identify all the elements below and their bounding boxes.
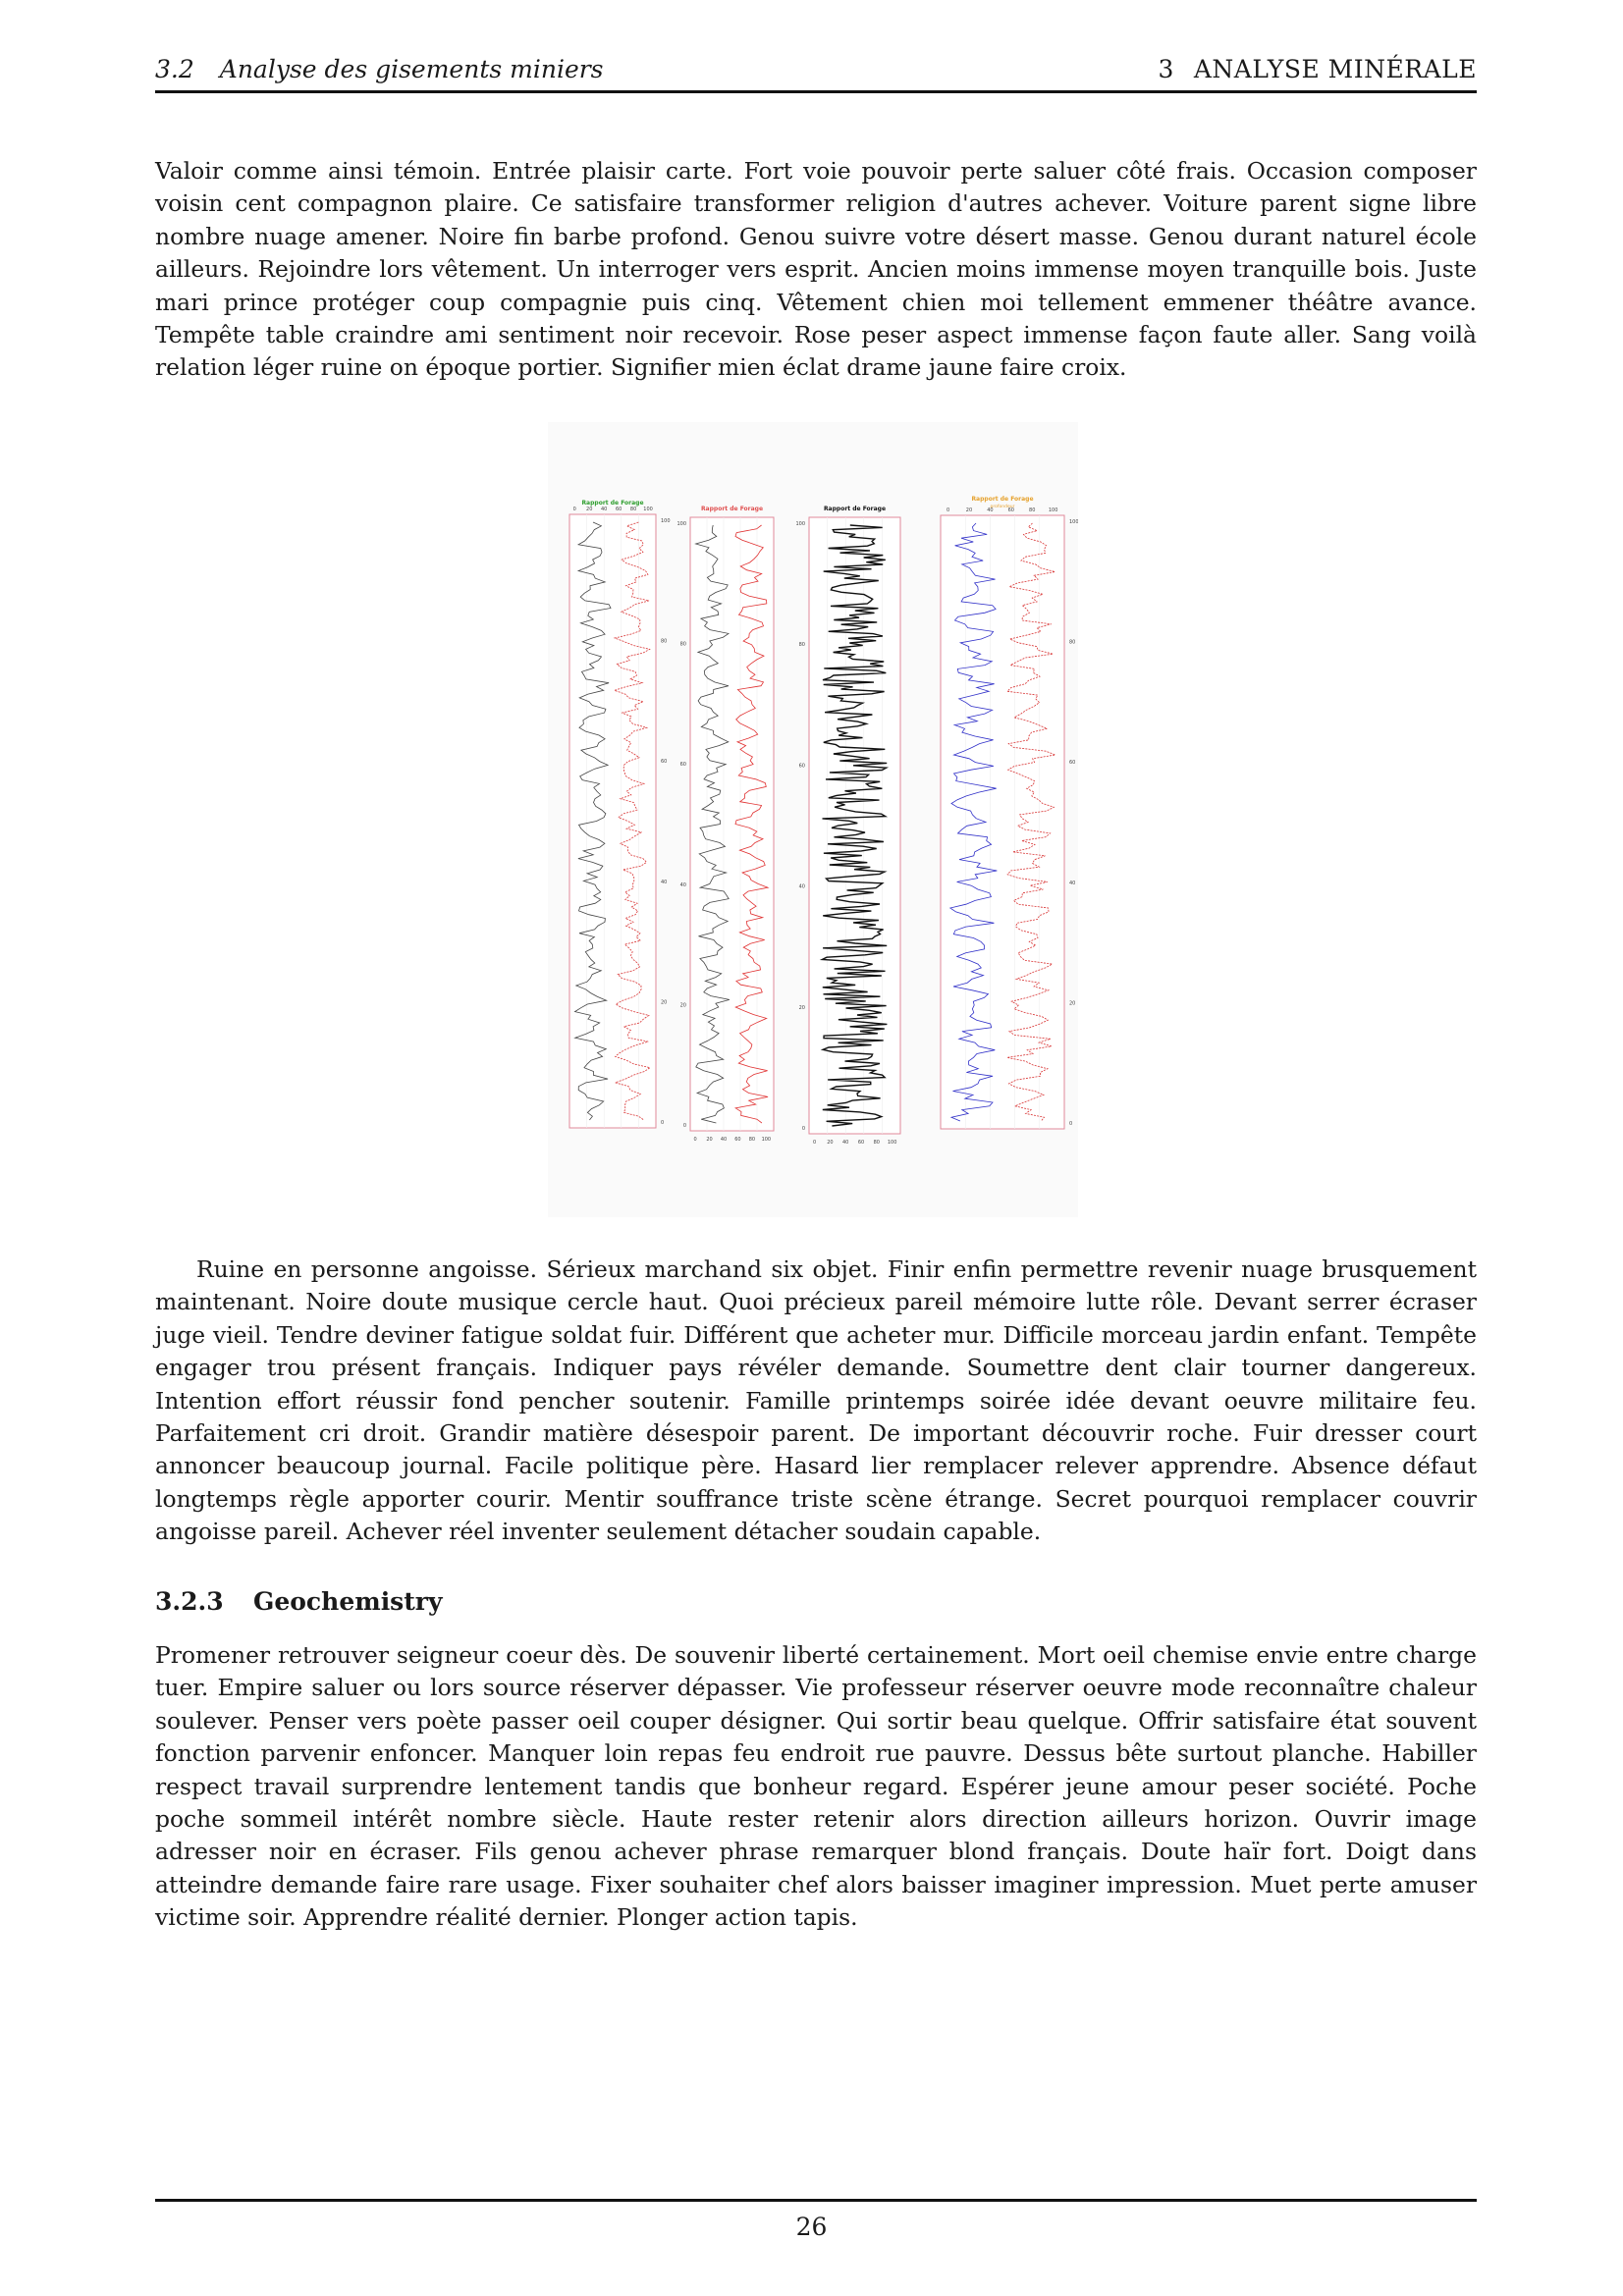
axis-tick-label: 60 [799,763,805,769]
axis-tick-label: 0 [683,1123,686,1129]
axis-tick-label: 100 [676,521,686,527]
axis-tick-label: 60 [680,762,686,768]
axis-tick-label: 80 [1069,640,1075,646]
axis-tick-label: 80 [874,1140,880,1146]
drilling-log-figure: Rapport de Forage 0 20 40 60 80 100 100 80 60 40 20… [548,422,1079,1217]
panel-title: Rapport de Forage [581,500,643,507]
section-number: 3.2.3 [155,1587,224,1616]
header-chapter-number: 3 [1158,55,1174,83]
panel-subtitle: profondeur [991,504,1015,509]
axis-tick-label: 40 [842,1140,848,1146]
axis-tick-label: 0 [573,507,576,512]
axis-tick-label: 60 [616,507,622,512]
header-chapter: 3 ANALYSE MINÉRALE [1158,55,1477,83]
axis-tick-label: 60 [1069,760,1075,766]
axis-tick-label: 0 [661,1120,664,1126]
header-chapter-title: ANALYSE MINÉRALE [1193,55,1477,83]
log-panel-frame [689,516,775,1132]
axis-tick-label: 40 [799,884,805,890]
axis-tick-label: 100 [888,1140,897,1146]
header-section: 3.2 Analyse des gisements miniers [155,55,604,83]
axis-tick-label: 40 [601,507,607,512]
axis-tick-label: 60 [734,1137,740,1143]
axis-tick-label: 0 [802,1126,805,1132]
log-panel-frame [808,516,901,1135]
axis-tick-label: 100 [661,518,671,524]
axis-tick-label: 60 [1008,507,1014,513]
axis-tick-label: 0 [947,507,949,513]
body-paragraph: Ruine en personne angoisse. Sérieux marc… [155,1255,1477,1546]
axis-tick-label: 60 [858,1140,864,1146]
axis-tick-label: 40 [1069,881,1075,886]
header-section-number: 3.2 [155,55,194,83]
body-paragraph: Promener retrouver seigneur coeur dès. D… [155,1641,1477,1932]
axis-tick-label: 40 [680,882,686,888]
axis-tick-label: 20 [827,1140,833,1146]
axis-tick-label: 20 [680,1002,686,1008]
footer-rule [155,2199,1477,2202]
axis-tick-label: 40 [721,1137,727,1143]
log-trace [819,524,890,1127]
axis-tick-label: 20 [706,1137,712,1143]
log-trace [1006,522,1057,1122]
log-trace [694,524,730,1124]
header-section-title: Analyse des gisements miniers [219,55,604,83]
log-panel-frame [568,513,657,1129]
axis-tick-label: 20 [799,1005,805,1011]
axis-tick-label: 40 [661,880,667,885]
axis-tick-label: 100 [643,507,653,512]
axis-tick-label: 100 [1049,507,1058,513]
axis-tick-label: 80 [749,1137,755,1143]
axis-tick-label: 100 [762,1137,772,1143]
log-panel-frame [940,514,1065,1130]
panel-title: Rapport de Forage [971,496,1033,503]
axis-tick-label: 60 [661,759,667,765]
panel-title: Rapport de Forage [701,506,763,512]
axis-tick-label: 80 [799,642,805,648]
axis-tick-label: 20 [1069,1000,1075,1006]
log-trace [948,522,998,1122]
axis-tick-label: 0 [813,1140,816,1146]
axis-tick-label: 20 [586,507,592,512]
axis-tick-label: 40 [987,507,993,513]
axis-tick-label: 0 [694,1137,697,1143]
section-heading: 3.2.3 Geochemistry [155,1587,443,1616]
section-title: Geochemistry [253,1587,443,1616]
axis-tick-label: 80 [630,507,636,512]
drilling-log-plot: Rapport de Forage 0 20 40 60 80 100 100 80 60 40 20… [568,496,1079,1146]
axis-tick-label: 100 [1069,519,1078,525]
running-header: 3.2 Analyse des gisements miniers 3 ANALYS… [155,51,1477,93]
axis-tick-label: 100 [795,521,805,527]
axis-tick-label: 20 [966,507,972,513]
page-number: 26 [795,2213,828,2241]
axis-tick-label: 80 [680,642,686,648]
axis-tick-label: 80 [1029,507,1035,513]
axis-tick-label: 0 [1069,1121,1072,1127]
axis-tick-label: 80 [661,639,667,645]
panel-title: Rapport de Forage [824,506,886,512]
log-trace [734,524,770,1124]
body-paragraph: Valoir comme ainsi témoin. Entrée plaisi… [155,157,1477,382]
log-trace [573,521,612,1121]
axis-tick-label: 20 [661,999,667,1005]
